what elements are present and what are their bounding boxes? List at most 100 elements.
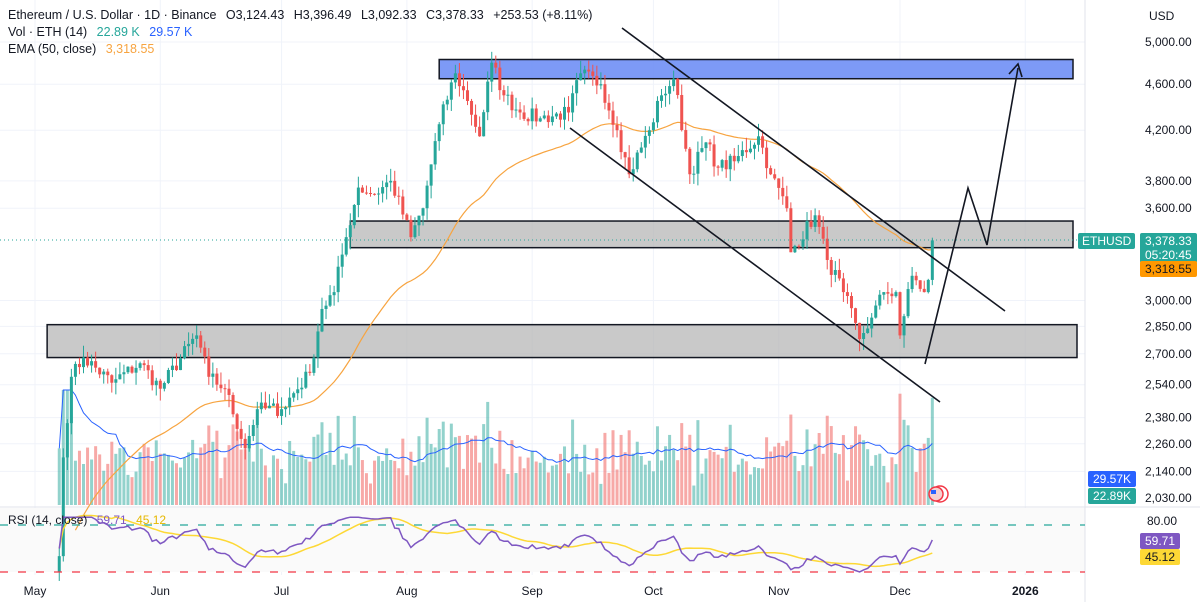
candle[interactable]: [797, 244, 801, 250]
candle[interactable]: [94, 351, 98, 373]
candle[interactable]: [114, 367, 118, 395]
candle[interactable]: [300, 377, 304, 399]
candle[interactable]: [611, 101, 615, 138]
candle[interactable]: [280, 397, 284, 425]
candle[interactable]: [490, 51, 494, 92]
candle[interactable]: [696, 141, 700, 186]
candle[interactable]: [789, 202, 793, 253]
candle[interactable]: [615, 116, 619, 138]
candle[interactable]: [522, 105, 526, 121]
candle[interactable]: [785, 185, 789, 212]
candle[interactable]: [162, 381, 166, 392]
candle[interactable]: [668, 80, 672, 105]
candle[interactable]: [793, 244, 797, 253]
candle[interactable]: [441, 101, 445, 136]
candle[interactable]: [890, 288, 894, 304]
candle[interactable]: [631, 157, 635, 182]
candle[interactable]: [179, 354, 183, 371]
candle[interactable]: [235, 412, 239, 441]
candle[interactable]: [352, 204, 356, 229]
candle[interactable]: [219, 372, 223, 393]
candle[interactable]: [676, 78, 680, 99]
candle[interactable]: [660, 88, 664, 108]
candle[interactable]: [336, 255, 340, 303]
candle[interactable]: [243, 433, 247, 460]
candle[interactable]: [672, 70, 676, 92]
candle[interactable]: [207, 348, 211, 385]
candle[interactable]: [716, 165, 720, 176]
channel-upper-line[interactable]: [621, 27, 1006, 312]
candle[interactable]: [401, 189, 405, 220]
candle[interactable]: [478, 116, 482, 137]
candle[interactable]: [247, 425, 251, 452]
zone-mid-zone[interactable]: [349, 220, 1074, 249]
candle[interactable]: [655, 96, 659, 128]
y-axis[interactable]: 5,000.00 4,600.00 4,200.00 3,800.00 3,600.00…: [1145, 35, 1192, 505]
candle[interactable]: [688, 147, 692, 184]
candle[interactable]: [664, 85, 668, 107]
candle[interactable]: [150, 365, 154, 391]
zone-resistance-top[interactable]: [438, 58, 1074, 80]
candle[interactable]: [651, 118, 655, 134]
candle[interactable]: [276, 392, 280, 419]
candle[interactable]: [845, 283, 849, 304]
candle[interactable]: [195, 325, 199, 348]
candle[interactable]: [506, 85, 510, 106]
rsi-label[interactable]: RSI (14, close): [8, 513, 88, 527]
candle[interactable]: [174, 353, 178, 372]
candle[interactable]: [914, 271, 918, 286]
candle[interactable]: [465, 81, 469, 106]
candle[interactable]: [364, 185, 368, 195]
drawings[interactable]: [569, 27, 1023, 403]
candle[interactable]: [271, 398, 275, 406]
candle[interactable]: [381, 180, 385, 203]
candle[interactable]: [809, 210, 813, 230]
candle[interactable]: [320, 297, 324, 333]
candle[interactable]: [130, 365, 134, 374]
candle[interactable]: [413, 217, 417, 239]
candle[interactable]: [781, 176, 785, 205]
candle[interactable]: [538, 116, 542, 123]
candle[interactable]: [639, 142, 643, 154]
candle[interactable]: [704, 141, 708, 161]
x-axis[interactable]: May Jun Jul Aug Sep Oct Nov Dec 2026: [24, 584, 1039, 598]
candle[interactable]: [211, 362, 215, 388]
candle[interactable]: [482, 109, 486, 137]
candle[interactable]: [769, 165, 773, 176]
candle[interactable]: [563, 97, 567, 130]
candle[interactable]: [554, 112, 558, 120]
candle[interactable]: [518, 102, 522, 120]
candle[interactable]: [397, 186, 401, 205]
candle[interactable]: [926, 278, 930, 294]
candle[interactable]: [498, 60, 502, 100]
candle[interactable]: [692, 165, 696, 184]
candle[interactable]: [599, 72, 603, 90]
candle[interactable]: [368, 186, 372, 197]
candle[interactable]: [255, 401, 259, 428]
candle[interactable]: [425, 180, 429, 220]
candle[interactable]: [344, 228, 348, 257]
candle[interactable]: [373, 193, 377, 196]
candle[interactable]: [203, 341, 207, 364]
candle[interactable]: [837, 258, 841, 281]
candle[interactable]: [728, 153, 732, 182]
candle[interactable]: [138, 361, 142, 371]
candle[interactable]: [385, 174, 389, 200]
candle[interactable]: [312, 354, 316, 376]
candle[interactable]: [86, 351, 90, 368]
candle[interactable]: [841, 272, 845, 302]
candle[interactable]: [591, 64, 595, 86]
candle[interactable]: [251, 419, 255, 442]
candle[interactable]: [304, 364, 308, 389]
candle[interactable]: [773, 168, 777, 181]
candle[interactable]: [558, 111, 562, 128]
candle[interactable]: [110, 374, 114, 393]
candle[interactable]: [930, 237, 934, 286]
candle[interactable]: [748, 140, 752, 154]
candle[interactable]: [817, 210, 821, 234]
candle[interactable]: [546, 110, 550, 128]
candle[interactable]: [284, 405, 288, 418]
candle[interactable]: [643, 126, 647, 159]
candle[interactable]: [902, 313, 906, 348]
candle[interactable]: [199, 331, 203, 353]
